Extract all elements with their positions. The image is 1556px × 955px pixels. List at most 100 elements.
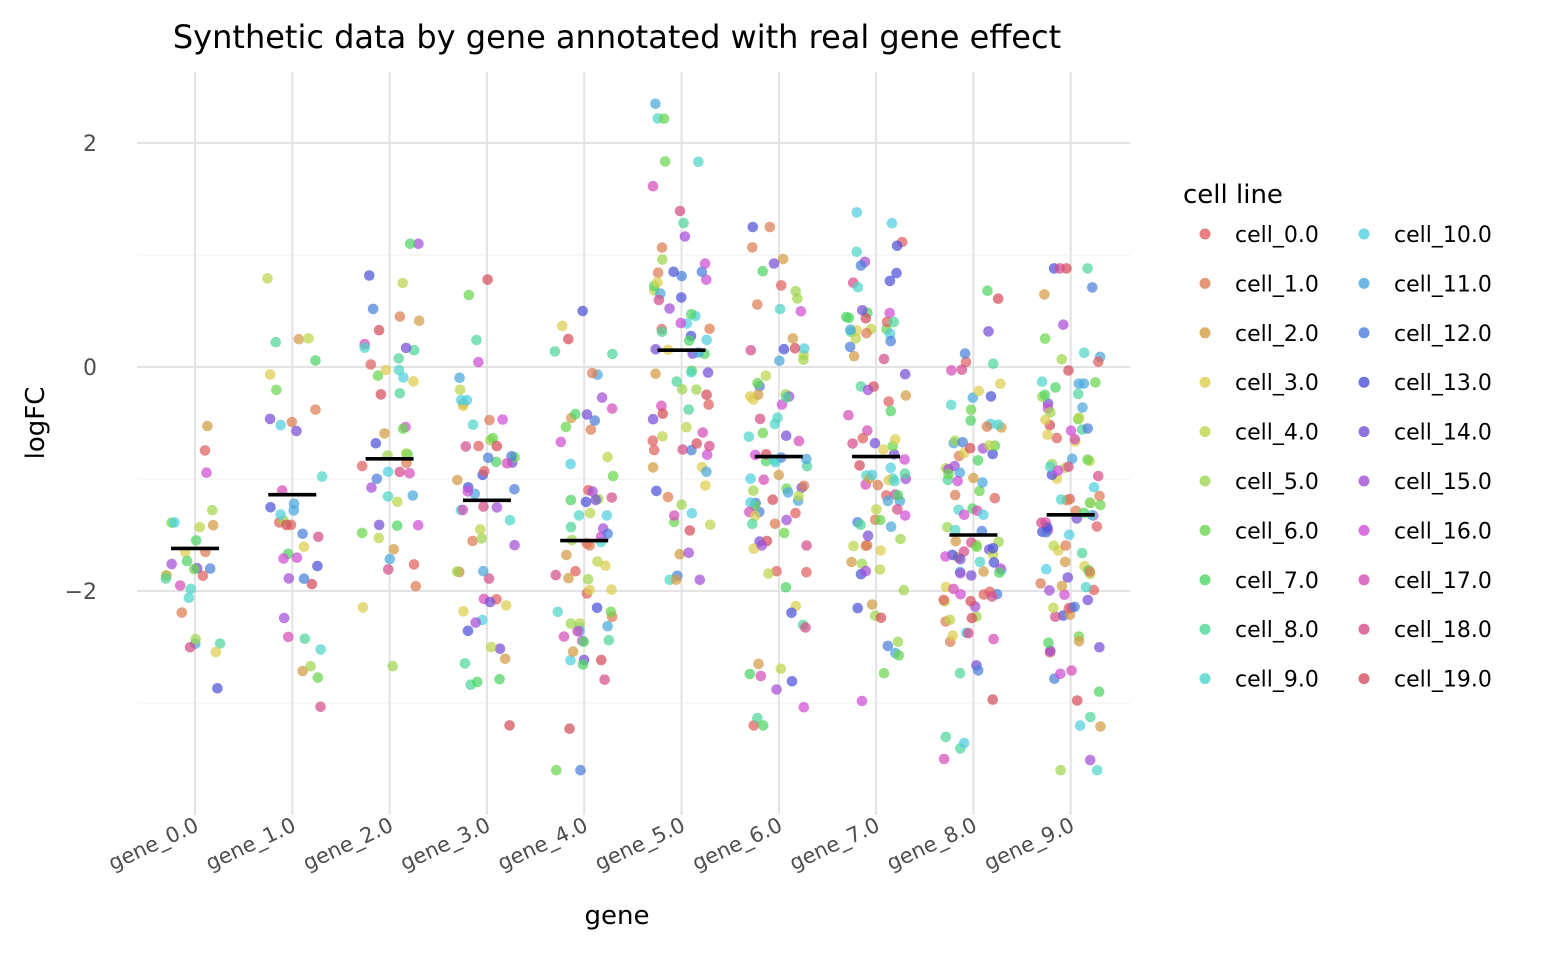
data-point <box>778 527 790 539</box>
data-point <box>174 580 186 591</box>
data-point <box>676 499 687 511</box>
data-point <box>570 408 581 420</box>
data-point <box>457 504 469 516</box>
data-point <box>995 378 1006 390</box>
data-point <box>565 521 577 533</box>
data-point <box>214 638 226 649</box>
data-point <box>852 602 863 614</box>
data-point <box>1091 764 1103 776</box>
data-point <box>382 491 394 502</box>
data-point <box>850 333 862 344</box>
legend-label: cell_5.0 <box>1235 470 1319 495</box>
data-point <box>757 265 768 277</box>
data-point <box>745 345 757 356</box>
data-point <box>278 612 290 624</box>
data-point <box>966 570 977 581</box>
data-point <box>875 612 887 624</box>
data-point <box>684 525 696 536</box>
data-point <box>299 633 311 645</box>
data-point <box>388 544 400 555</box>
data-point <box>871 504 882 515</box>
data-point <box>397 423 409 435</box>
data-point <box>587 486 598 497</box>
data-point <box>1080 581 1092 593</box>
data-point <box>387 660 399 672</box>
data-point <box>900 390 912 401</box>
data-point <box>743 431 755 443</box>
data-point <box>1050 611 1061 622</box>
data-point <box>893 650 905 661</box>
data-point <box>600 560 611 571</box>
data-point <box>596 392 608 403</box>
data-point <box>281 519 292 531</box>
data-point <box>678 217 689 229</box>
data-point <box>602 620 613 632</box>
data-point <box>691 438 702 449</box>
data-point <box>478 501 489 512</box>
legend-label: cell_10.0 <box>1394 223 1492 248</box>
data-point <box>1059 589 1070 600</box>
data-point <box>460 441 472 452</box>
data-point <box>589 415 601 426</box>
data-point <box>943 468 954 480</box>
data-point <box>1063 461 1074 473</box>
data-point <box>704 519 716 531</box>
data-point <box>885 462 896 474</box>
legend-label: cell_16.0 <box>1394 519 1492 544</box>
data-point <box>683 404 694 415</box>
data-point <box>298 541 310 553</box>
data-point <box>275 419 287 431</box>
data-point <box>704 440 715 452</box>
data-point <box>194 521 206 533</box>
data-point <box>754 413 766 425</box>
data-point <box>587 367 598 379</box>
data-point <box>686 508 698 519</box>
legend-swatch <box>1358 426 1370 438</box>
data-point <box>798 480 810 492</box>
data-point <box>491 440 503 452</box>
data-point <box>753 658 764 670</box>
data-point <box>204 563 216 574</box>
data-point <box>949 489 961 501</box>
data-point <box>605 606 617 618</box>
data-point <box>647 435 659 447</box>
data-point <box>499 653 511 665</box>
data-point <box>652 276 663 288</box>
data-point <box>452 474 463 486</box>
data-point <box>679 231 691 242</box>
data-point <box>373 532 385 544</box>
data-point <box>567 646 579 657</box>
data-point <box>651 485 662 497</box>
data-point <box>607 348 618 360</box>
data-point <box>1065 425 1077 437</box>
data-point <box>384 553 396 565</box>
data-point <box>748 485 759 497</box>
legend-swatch <box>1358 623 1370 635</box>
data-point <box>1036 517 1047 528</box>
data-point <box>652 267 664 279</box>
data-point <box>860 313 872 324</box>
legend-swatch <box>1199 524 1211 536</box>
data-point <box>1055 494 1067 505</box>
data-point <box>392 496 403 508</box>
data-point <box>207 504 218 516</box>
data-point <box>681 421 692 433</box>
data-point <box>160 573 172 584</box>
data-point <box>769 518 781 530</box>
data-point <box>578 636 590 647</box>
data-point <box>201 467 212 479</box>
data-point <box>940 551 951 562</box>
data-point <box>383 564 394 575</box>
data-point <box>886 217 898 229</box>
data-point <box>848 540 859 552</box>
legend-label: cell_11.0 <box>1394 272 1492 297</box>
data-point <box>590 494 602 506</box>
data-point <box>647 413 659 425</box>
data-point <box>994 567 1005 578</box>
data-point <box>774 303 786 315</box>
data-point <box>264 369 276 380</box>
data-point <box>1044 585 1055 596</box>
data-point <box>484 414 495 426</box>
data-point <box>747 242 758 253</box>
data-point <box>1050 382 1061 393</box>
